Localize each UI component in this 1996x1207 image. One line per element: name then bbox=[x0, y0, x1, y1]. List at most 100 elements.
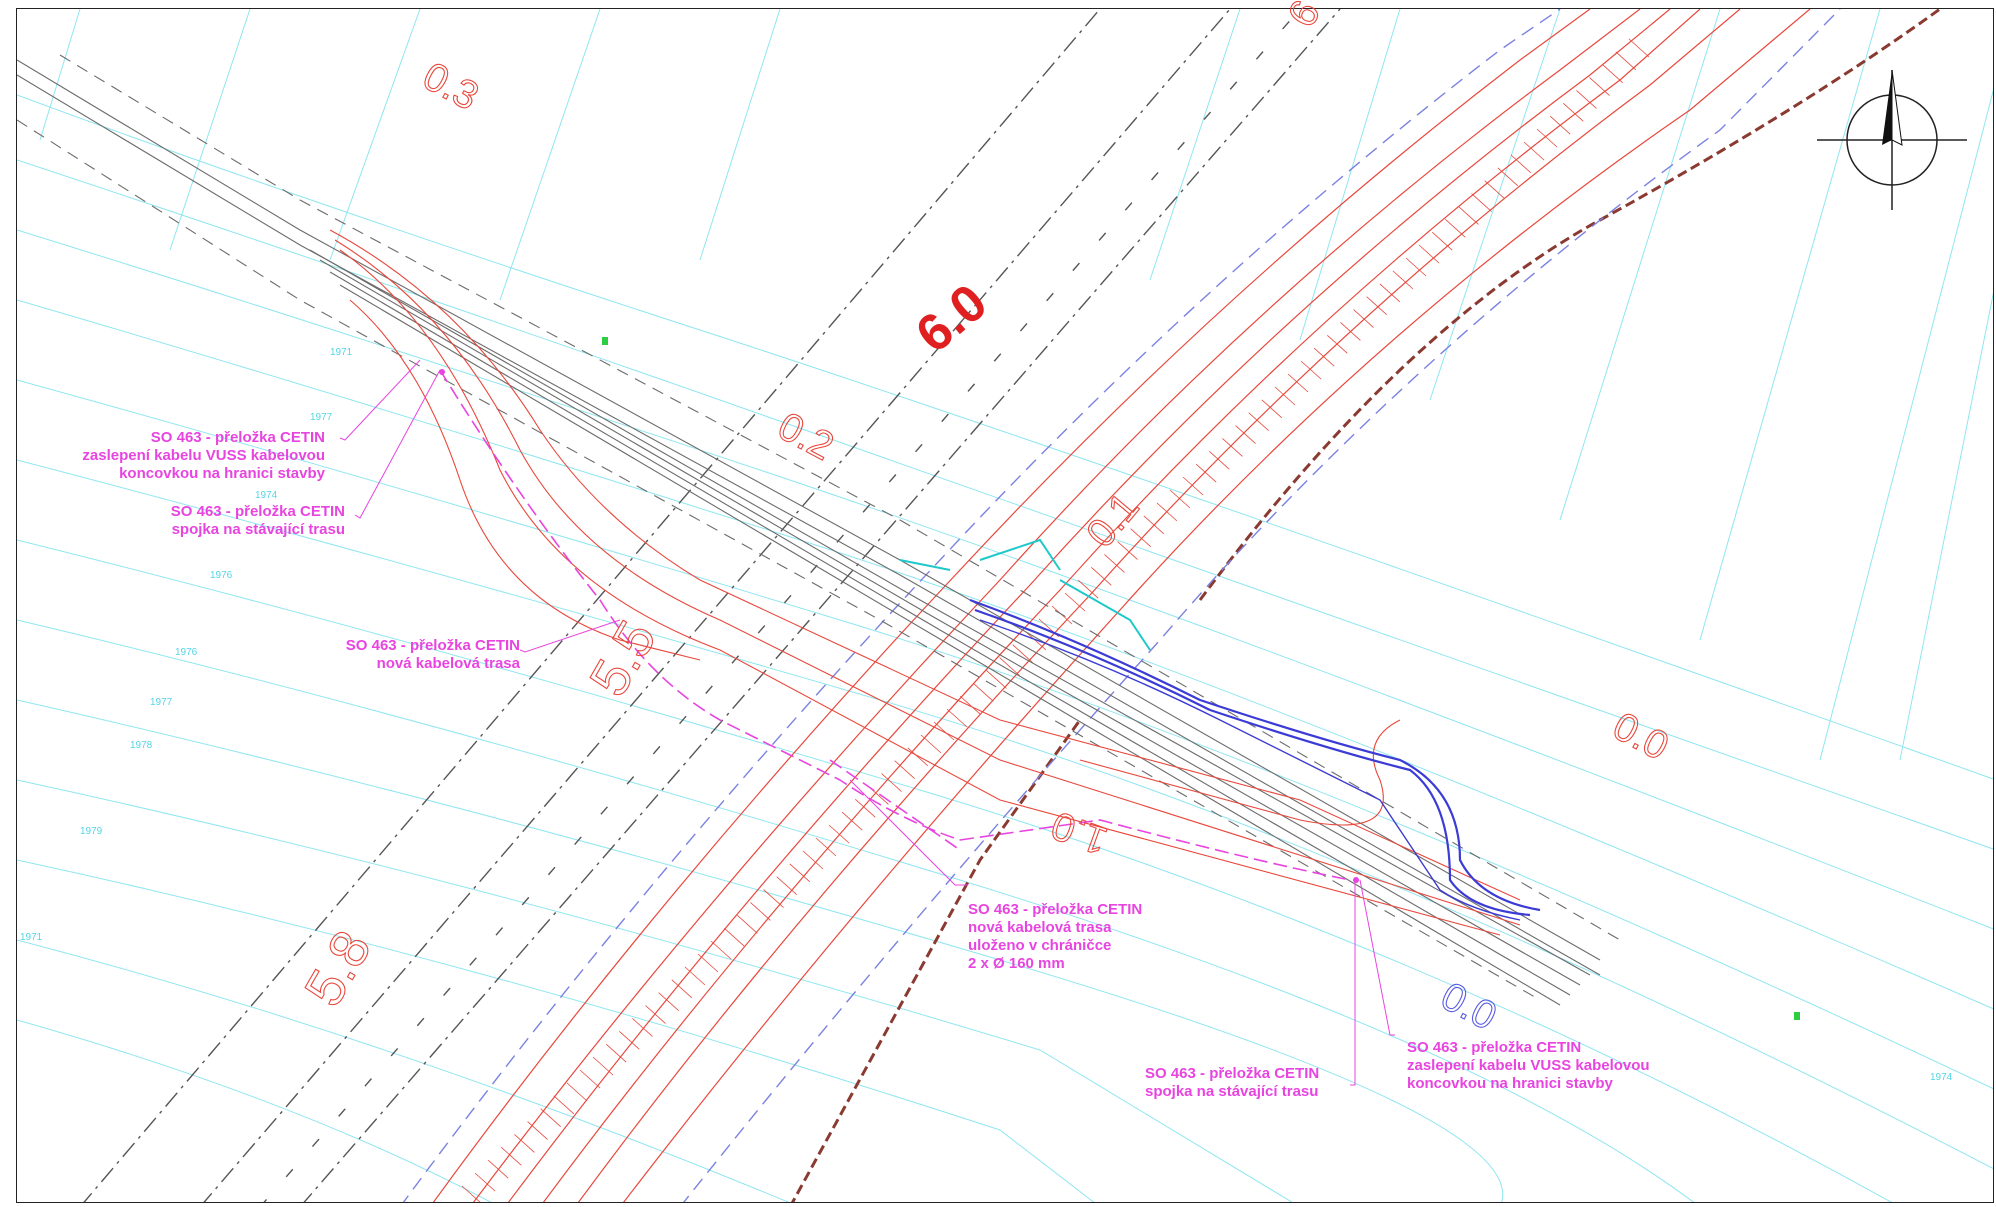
hatch-tick bbox=[1195, 463, 1217, 483]
hatch-tick bbox=[750, 902, 771, 921]
road-hatching bbox=[461, 38, 1650, 1202]
annotation-line: SO 463 - přeložka CETIN bbox=[1145, 1065, 1319, 1082]
hatch-tick bbox=[710, 940, 732, 960]
dashed-alignments bbox=[83, 9, 1341, 1202]
hatch-tick bbox=[1169, 489, 1191, 509]
hatch-tick bbox=[1300, 360, 1322, 380]
hatch-tick bbox=[1471, 193, 1492, 212]
annotation-a3: SO 463 - přeložka CETIN nová kabelová tr… bbox=[346, 637, 521, 672]
hatch-tick bbox=[946, 708, 968, 728]
hatch-tick bbox=[999, 657, 1020, 676]
hatch-tick bbox=[1536, 128, 1558, 148]
hatch-tick bbox=[592, 1056, 614, 1076]
hatch-tick bbox=[1313, 347, 1335, 367]
hatch-tick bbox=[619, 1031, 640, 1050]
hatch-tick bbox=[881, 773, 902, 792]
hatch-tick bbox=[1497, 167, 1519, 187]
annotation-line: SO 463 - přeložka CETIN bbox=[151, 429, 325, 446]
annotation-a1: SO 463 - přeložka CETIN zaslepení kabelu… bbox=[82, 429, 325, 482]
hatch-tick bbox=[1261, 399, 1283, 419]
track-corridor-red bbox=[329, 229, 1521, 936]
annotation-line: nová kabelová trasa bbox=[968, 919, 1112, 936]
hatch-tick bbox=[1445, 219, 1466, 238]
hatch-tick bbox=[461, 1185, 481, 1202]
hatch-tick bbox=[632, 1018, 653, 1037]
annotation-a2: SO 463 - přeložka CETIN spojka na stávaj… bbox=[171, 503, 345, 538]
road-envelope bbox=[402, 9, 1841, 1202]
hatch-tick bbox=[855, 799, 876, 818]
annotation-line: spojka na stávající trasu bbox=[1145, 1083, 1318, 1100]
chainage-label: 0.0 bbox=[1606, 704, 1676, 769]
hatch-tick bbox=[658, 992, 679, 1011]
hatch-tick bbox=[1248, 412, 1269, 431]
annotation-a6: SO 463 - přeložka CETIN zaslepení kabelu… bbox=[1407, 1039, 1650, 1092]
hatch-tick bbox=[1340, 322, 1361, 341]
hatch-tick bbox=[1209, 451, 1230, 470]
annotation-line: zaslepení kabelu VUSS kabelovou bbox=[82, 447, 325, 464]
annotation-leaders bbox=[339, 359, 1395, 1086]
hatch-tick bbox=[1117, 541, 1138, 560]
hatch-tick bbox=[1130, 528, 1151, 547]
hatch-tick bbox=[959, 695, 981, 715]
hatch-tick bbox=[1287, 373, 1309, 393]
hatch-tick bbox=[1143, 515, 1165, 535]
north-arrow-icon bbox=[1817, 69, 1967, 210]
annotation-line: SO 463 - přeložka CETIN bbox=[1407, 1039, 1581, 1056]
chainage-label: 0.3 bbox=[416, 54, 486, 119]
elevation-label: 1976 bbox=[210, 570, 233, 581]
hatch-tick bbox=[697, 953, 719, 973]
contour-lines bbox=[17, 9, 1993, 1202]
hatch-tick bbox=[1510, 154, 1532, 174]
hatch-tick bbox=[1615, 51, 1637, 71]
hatch-tick bbox=[763, 889, 784, 908]
hatch-tick bbox=[1274, 386, 1296, 406]
cyan-service bbox=[899, 538, 1151, 651]
hatch-tick bbox=[487, 1159, 509, 1179]
hatch-tick bbox=[1628, 38, 1650, 58]
hatch-tick bbox=[645, 1005, 666, 1024]
hatch-tick bbox=[802, 850, 824, 870]
chainage-label: 0.2 bbox=[771, 404, 841, 469]
hatch-tick bbox=[671, 979, 693, 999]
railway-tracks bbox=[17, 54, 1621, 1006]
annotation-line: spojka na stávající trasu bbox=[172, 521, 345, 538]
hatch-tick bbox=[1392, 270, 1414, 290]
hatch-tick bbox=[474, 1172, 496, 1192]
survey-marker-icon bbox=[602, 337, 1800, 1020]
annotation-line: 2 x Ø 160 mm bbox=[968, 955, 1065, 972]
elevation-label: 1978 bbox=[130, 740, 153, 751]
chainage-label: 0.1 bbox=[1078, 485, 1147, 556]
hatch-tick bbox=[1379, 283, 1401, 303]
annotation-line: SO 463 - přeložka CETIN bbox=[346, 637, 520, 654]
hatch-tick bbox=[933, 721, 955, 741]
hatch-tick bbox=[605, 1043, 627, 1063]
chainage-label: 5.5 bbox=[578, 611, 668, 706]
elevation-label: 1974 bbox=[255, 490, 278, 501]
elevation-label: 1977 bbox=[310, 412, 333, 423]
hatch-tick bbox=[1589, 77, 1610, 96]
hatch-tick bbox=[501, 1147, 522, 1166]
hatch-tick bbox=[540, 1108, 561, 1127]
annotation-points bbox=[439, 369, 1359, 883]
hatch-tick bbox=[920, 734, 942, 754]
hatch-tick bbox=[566, 1082, 588, 1102]
hatch-tick bbox=[737, 915, 758, 934]
chainage-label: 1.0 bbox=[1046, 803, 1113, 863]
hatch-tick bbox=[1025, 631, 1047, 651]
hatch-tick bbox=[1405, 257, 1427, 277]
annotation-line: SO 463 - přeložka CETIN bbox=[968, 901, 1142, 918]
hatch-tick bbox=[1366, 296, 1387, 315]
hatch-tick bbox=[723, 927, 745, 947]
hatch-tick bbox=[1549, 115, 1571, 135]
hatch-tick bbox=[1602, 64, 1623, 83]
annotation-line: uloženo v chráničce bbox=[968, 937, 1111, 954]
elevation-label: 1971 bbox=[330, 347, 353, 358]
hatch-tick bbox=[973, 683, 994, 702]
hatch-tick bbox=[815, 837, 837, 857]
hatch-tick bbox=[1091, 567, 1112, 586]
elevation-label: 1979 bbox=[80, 826, 103, 837]
elevation-label: 1974 bbox=[1930, 1072, 1953, 1083]
hatch-tick bbox=[776, 876, 797, 895]
annotation-a5: SO 463 - přeložka CETIN spojka na stávaj… bbox=[1145, 1065, 1319, 1100]
hatch-tick bbox=[1576, 90, 1597, 109]
